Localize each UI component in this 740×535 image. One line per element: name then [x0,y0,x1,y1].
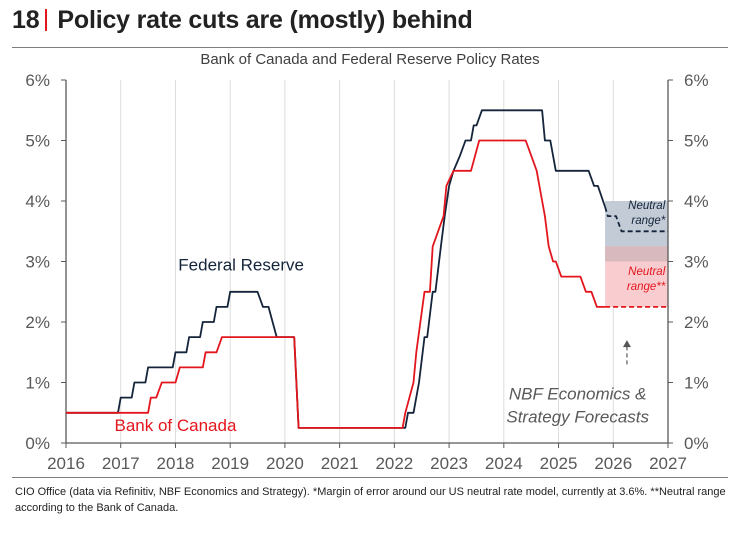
footer-rule [12,477,728,478]
fed-series-dashed [604,206,668,233]
annotation-neutral: Neutral [628,266,666,278]
chart-title: Policy rate cuts are (mostly) behind [57,6,473,34]
y-tick-label-right: 2% [684,313,709,332]
boc-series-solid [66,139,606,429]
y-tick-label-left: 0% [25,434,50,453]
title-separator [45,9,48,31]
chart-subtitle: Bank of Canada and Federal Reserve Polic… [200,51,540,68]
y-tick-label-left: 6% [25,71,50,90]
y-tick-label-right: 6% [684,71,709,90]
y-tick-label-left: 4% [25,192,50,211]
x-tick-label: 2017 [102,454,140,473]
y-tick-label-right: 1% [684,374,709,393]
annotation-bank-of-canada: Bank of Canada [114,416,236,435]
y-tick-label-right: 0% [684,434,709,453]
x-tick-label: 2020 [266,454,304,473]
y-tick-label-left: 2% [25,313,50,332]
y-tick-label-left: 1% [25,374,50,393]
annotation-range: range** [627,281,666,293]
x-tick-label: 2018 [157,454,195,473]
y-tick-label-right: 3% [684,253,709,272]
x-tick-label: 2025 [540,454,578,473]
chart-number: 18 [12,6,40,34]
header-rule [12,47,728,48]
forecast-arrow-head [622,340,631,348]
y-tick-label-left: 5% [25,132,50,151]
annotation-neutral: Neutral [628,200,666,212]
x-tick-label: 2021 [321,454,359,473]
x-tick-label: 2016 [47,454,85,473]
y-tick-label-right: 4% [684,192,709,211]
neutral-band-overlap [605,246,668,262]
x-tick-label: 2027 [649,454,687,473]
x-tick-label: 2022 [375,454,413,473]
fed-series-solid [66,109,606,429]
annotation-federal-reserve: Federal Reserve [178,256,304,275]
policy-rate-chart: 0% 1% 2% 3% 4% 5% 6% 0% 1% 2% 3% 4% 5% 6% 2016 2017 2018… [25,71,709,473]
footnote: CIO Office (data via Refinitiv, NBF Econ… [15,486,726,514]
x-tick-label: 2019 [211,454,249,473]
annotation-strategy-forecasts: Strategy Forecasts [506,407,649,426]
annotation-nbf-economics: NBF Economics & [509,384,647,403]
annotation-range: range* [631,215,665,227]
page-title: 18 Policy rate cuts are (mostly) behind [12,6,473,35]
x-tick-label: 2024 [485,454,523,473]
y-tick-label-right: 5% [684,132,709,151]
x-tick-label: 2023 [430,454,468,473]
x-tick-label: 2026 [594,454,632,473]
y-tick-label-left: 3% [25,253,50,272]
